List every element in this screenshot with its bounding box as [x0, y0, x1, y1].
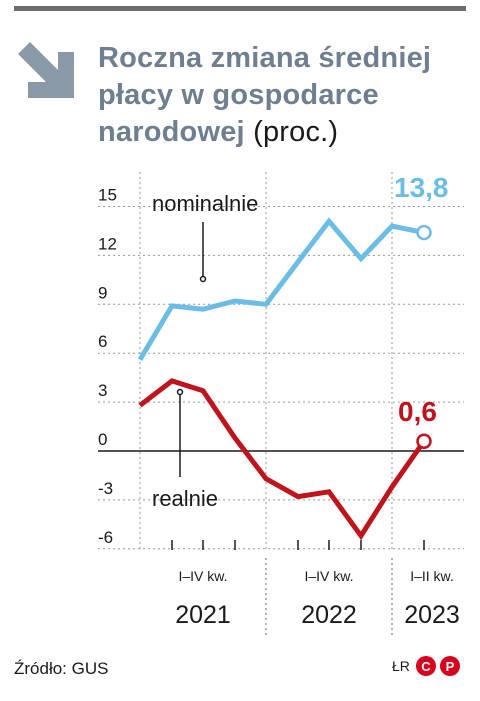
- legend-nominal: nominalnie: [152, 191, 258, 216]
- y-tick-label: 6: [98, 332, 107, 351]
- year-2022: 2022: [301, 601, 357, 629]
- copyright-c-badge: C: [415, 656, 436, 676]
- y-tick-label: 12: [98, 234, 117, 253]
- series-lines: [137, 217, 432, 541]
- x-axis: I–IV kw. I–IV kw. I–II kw. 2021 2022 202…: [171, 540, 460, 635]
- period-label-2021: I–IV kw.: [178, 568, 227, 584]
- down-right-arrow-icon: [18, 42, 74, 98]
- y-axis-ticks: 15 12 9 6 3 0 -3 -6: [98, 186, 117, 547]
- real-last-value: 0,6: [398, 396, 437, 427]
- y-tick-label: -3: [98, 479, 113, 498]
- nominal-series-line: [137, 217, 425, 361]
- annotations: nominalnie realnie 13,8 0,6: [152, 172, 449, 511]
- period-label-2023: I–II kw.: [410, 568, 454, 584]
- period-label-2022: I–IV kw.: [304, 568, 353, 584]
- line-chart: 15 12 9 6 3 0 -3 -6 nominalnie realnie 13,8 0,6…: [98, 172, 464, 635]
- year-2021: 2021: [175, 601, 231, 629]
- y-tick-label: 9: [98, 283, 107, 302]
- real-end-marker: [416, 433, 432, 449]
- real-leader-dot: [176, 388, 184, 396]
- chart-title: Roczna zmiana średniej płacy w gospodarc…: [98, 40, 470, 151]
- y-tick-label: 15: [98, 186, 117, 205]
- y-tick-label: 3: [98, 381, 107, 400]
- top-rule: [14, 6, 466, 11]
- title-unit: (proc.): [253, 116, 339, 148]
- legend-real: realnie: [152, 486, 218, 511]
- grid: [98, 172, 464, 550]
- real-series-line: [138, 378, 427, 541]
- credits: ŁR C P: [392, 656, 460, 676]
- y-tick-label: 0: [98, 430, 107, 449]
- copyright-p-badge: P: [439, 656, 460, 676]
- year-2023: 2023: [404, 601, 460, 629]
- author-initials: ŁR: [392, 658, 410, 674]
- nominal-last-value: 13,8: [394, 172, 449, 203]
- y-tick-label: -6: [98, 528, 113, 547]
- title-text: Roczna zmiana średniej płacy w gospodarc…: [98, 42, 432, 148]
- source-note: Źródło: GUS: [14, 659, 109, 678]
- nominal-leader-dot: [199, 275, 207, 283]
- nominal-end-marker: [416, 224, 432, 241]
